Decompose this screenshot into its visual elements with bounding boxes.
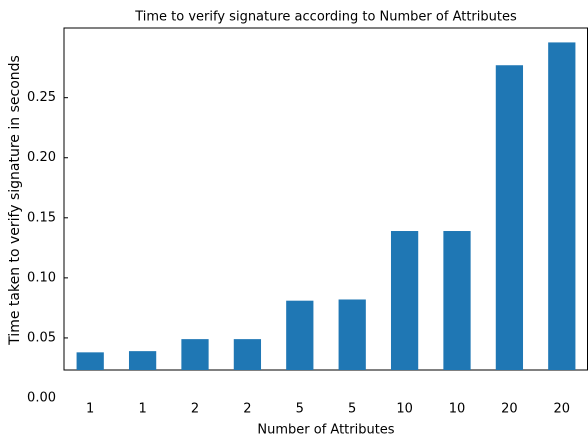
bar — [128, 351, 157, 370]
bar — [181, 339, 209, 370]
bar — [443, 231, 471, 370]
bar — [286, 300, 314, 370]
x-tick-label: 20 — [554, 402, 571, 417]
y-tick-label: 0.00 — [27, 390, 56, 405]
x-tick-label: 20 — [501, 402, 518, 417]
bar — [390, 231, 419, 370]
x-tick-label: 10 — [449, 402, 466, 417]
y-tick-label: 0.25 — [27, 90, 56, 105]
x-axis-label: Number of Attributes — [257, 423, 394, 438]
bar — [233, 339, 262, 370]
y-tick-label: 0.05 — [27, 330, 56, 345]
y-tick-label: 0.15 — [27, 210, 56, 225]
y-tick-label: 0.10 — [27, 270, 56, 285]
x-tick-label: 5 — [348, 402, 356, 417]
y-tick-label: 0.20 — [27, 150, 56, 165]
y-axis-label: Time taken to verify signature in second… — [7, 55, 23, 346]
chart-title: Time to verify signature according to Nu… — [134, 10, 517, 25]
bar — [548, 42, 576, 371]
bar — [338, 299, 366, 370]
bar — [76, 352, 104, 370]
bar — [495, 65, 524, 370]
x-tick-label: 5 — [296, 402, 304, 417]
x-tick-label: 1 — [86, 402, 94, 417]
x-tick-label: 10 — [396, 402, 413, 417]
x-tick-label: 2 — [191, 402, 199, 417]
x-tick-label: 1 — [138, 402, 146, 417]
x-tick-label: 2 — [243, 402, 251, 417]
